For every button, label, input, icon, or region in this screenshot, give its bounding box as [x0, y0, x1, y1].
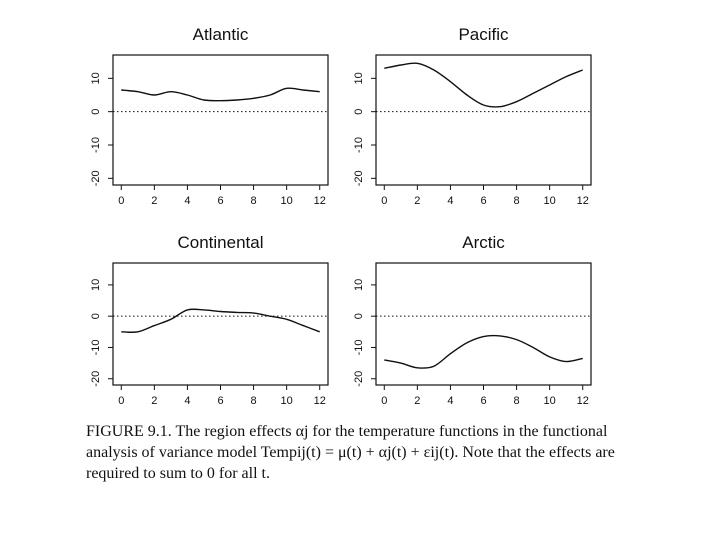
y-tick-label-arctic: 10 [353, 279, 365, 291]
panel-title-continental: Continental [177, 233, 263, 252]
x-tick-label-arctic: 8 [514, 395, 520, 405]
x-tick-label-arctic: 10 [544, 395, 556, 405]
y-tick-label-atlantic: -20 [90, 170, 102, 186]
y-tick-label-continental: 0 [90, 313, 102, 319]
panel-atlantic: Atlantic 0 2 4 6 8 10 12 -20 -10 0 10 [90, 25, 329, 207]
x-tick-label-atlantic: 10 [281, 195, 293, 207]
panel-title-atlantic: Atlantic [193, 25, 249, 44]
x-tick-label-continental: 4 [184, 395, 190, 405]
x-tick-label-continental: 6 [217, 395, 223, 405]
y-tick-label-continental: 10 [90, 279, 102, 291]
x-tick-label-atlantic: 6 [217, 195, 223, 207]
x-tick-label-continental: 2 [151, 395, 157, 405]
y-tick-label-pacific: 10 [353, 72, 365, 84]
y-tick-label-atlantic: 0 [90, 109, 102, 115]
panel-arctic: Arctic 0 2 4 6 8 10 12 -20 -10 0 10 [353, 233, 592, 405]
plot-frame-continental [112, 262, 329, 386]
caption-text: FIGURE 9.1. The region effects αj for th… [86, 423, 615, 482]
plot-frame-pacific [375, 54, 592, 186]
y-tick-label-continental: -10 [90, 340, 102, 356]
panel-title-arctic: Arctic [462, 233, 505, 252]
series-line-pacific [384, 62, 583, 108]
x-tick-label-pacific: 0 [381, 195, 387, 207]
x-tick-label-atlantic: 12 [314, 195, 326, 207]
y-tick-label-continental: -20 [90, 371, 102, 387]
x-tick-label-continental: 12 [314, 395, 326, 405]
figure-caption: FIGURE 9.1. The region effects αj for th… [86, 421, 656, 484]
y-tick-label-arctic: -10 [353, 340, 365, 356]
y-tick-label-pacific: 0 [353, 109, 365, 115]
panel-pacific: Pacific 0 2 4 6 8 10 12 -20 -10 0 10 [353, 25, 592, 207]
x-tick-label-atlantic: 2 [151, 195, 157, 207]
x-tick-label-arctic: 0 [381, 395, 387, 405]
y-tick-label-atlantic: 10 [90, 72, 102, 84]
x-tick-label-atlantic: 4 [184, 195, 190, 207]
panel-continental: Continental 0 2 4 6 8 10 12 -20 -10 0 10 [90, 233, 329, 405]
x-tick-label-arctic: 4 [447, 395, 453, 405]
x-tick-label-pacific: 12 [577, 195, 589, 207]
plot-frame-atlantic [112, 54, 329, 186]
x-tick-label-atlantic: 0 [118, 195, 124, 207]
figure-panels: Atlantic 0 2 4 6 8 10 12 -20 -10 0 10 Pacific 0 2 4 6 8 10… [90, 25, 592, 405]
x-tick-label-pacific: 4 [447, 195, 453, 207]
series-line-arctic [384, 334, 583, 369]
panel-title-pacific: Pacific [458, 25, 509, 44]
x-tick-label-continental: 8 [251, 395, 257, 405]
x-tick-label-continental: 10 [281, 395, 293, 405]
x-tick-label-arctic: 2 [414, 395, 420, 405]
y-tick-label-pacific: -10 [353, 137, 365, 153]
x-tick-label-pacific: 10 [544, 195, 556, 207]
x-tick-label-continental: 0 [118, 395, 124, 405]
x-tick-label-pacific: 6 [480, 195, 486, 207]
x-tick-label-arctic: 6 [480, 395, 486, 405]
series-line-atlantic [121, 87, 320, 102]
series-line-continental [121, 308, 320, 333]
x-tick-label-pacific: 2 [414, 195, 420, 207]
x-tick-label-pacific: 8 [514, 195, 520, 207]
y-tick-label-atlantic: -10 [90, 137, 102, 153]
y-tick-label-pacific: -20 [353, 170, 365, 186]
y-tick-label-arctic: -20 [353, 371, 365, 387]
y-tick-label-arctic: 0 [353, 313, 365, 319]
plot-frame-arctic [375, 262, 592, 386]
x-tick-label-atlantic: 8 [251, 195, 257, 207]
x-tick-label-arctic: 12 [577, 395, 589, 405]
